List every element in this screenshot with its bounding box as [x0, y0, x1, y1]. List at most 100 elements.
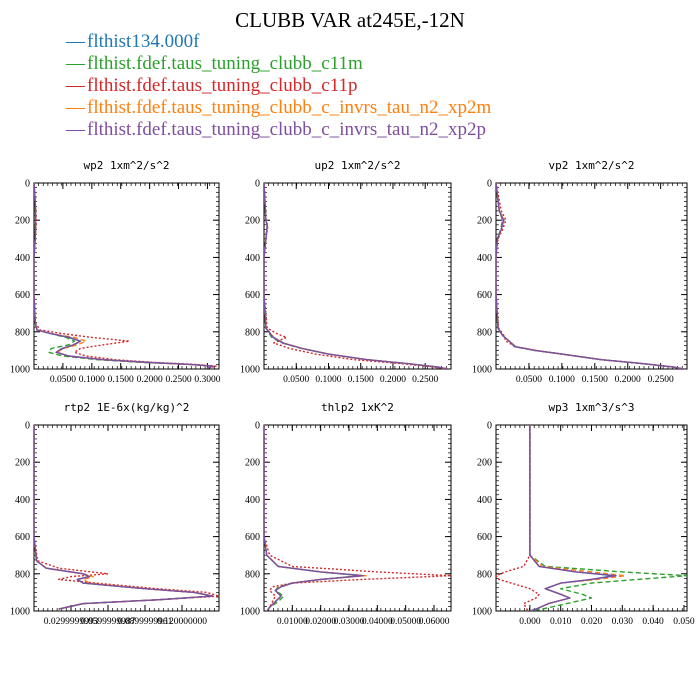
series-line [496, 425, 540, 611]
x-tick-label: 0.120000000 [157, 617, 207, 627]
series-line [529, 425, 627, 611]
series-line [264, 425, 451, 611]
y-tick-label: 600 [245, 290, 260, 301]
chart-panel: up2 1xm^2/s^2 0 200 400 600 800 1000 0.0500 0.10… [240, 159, 452, 385]
y-tick-label: 400 [245, 253, 260, 264]
series-line [496, 183, 684, 369]
y-tick-label: 200 [477, 458, 492, 469]
y-tick-label: 400 [245, 495, 260, 506]
series-line [264, 183, 448, 369]
y-tick-label: 200 [245, 216, 260, 227]
x-tick-label: 0.1000 [79, 375, 105, 385]
y-tick-label: 0 [487, 179, 492, 190]
legend-label: flthist.fdef.taus_tuning_clubb_c11m [87, 53, 363, 74]
y-tick-label: 600 [477, 532, 492, 543]
series-line [529, 425, 687, 611]
series-line [529, 425, 617, 611]
panel-title: wp2 1xm^2/s^2 [83, 159, 169, 172]
x-tick-label: 0.000 [519, 617, 541, 627]
y-tick-label: 0 [255, 421, 260, 432]
y-tick-label: 0 [487, 421, 492, 432]
series-line [264, 425, 364, 611]
y-tick-label: 1000 [10, 607, 30, 618]
series-line [264, 425, 364, 611]
x-tick-label: 0.2000 [137, 375, 163, 385]
panel-title: vp2 1xm^2/s^2 [548, 159, 634, 172]
x-tick-label: 0.02000 [305, 617, 336, 627]
x-tick-label: 0.050 [673, 617, 695, 627]
x-tick-label: 0.1000 [549, 375, 575, 385]
legend-label: flthist.fdef.taus_tuning_clubb_c11p [87, 75, 358, 96]
panel-title: thlp2 1xK^2 [321, 401, 394, 414]
legend-item: — flthist.fdef.taus_tuning_clubb_c_invrs_… [66, 119, 491, 141]
panel-title: up2 1xm^2/s^2 [314, 159, 400, 172]
x-tick-label: 0.2500 [412, 375, 438, 385]
legend-label: flthist.fdef.taus_tuning_clubb_c_invrs_t… [87, 119, 486, 140]
y-tick-label: 400 [477, 495, 492, 506]
figure-title: CLUBB VAR at245E,-12N [235, 8, 465, 32]
x-tick-label: 0.1000 [315, 375, 341, 385]
series-line [264, 425, 367, 611]
x-tick-label: 0.2500 [165, 375, 191, 385]
y-tick-label: 0 [25, 179, 30, 190]
y-tick-label: 200 [477, 216, 492, 227]
x-tick-label: 0.040 [642, 617, 664, 627]
x-tick-label: 0.030 [612, 617, 634, 627]
chart-panel: wp2 1xm^2/s^2 0 200 400 600 800 1000 0.0500 0.10… [10, 159, 221, 385]
series-line [496, 183, 684, 369]
legend-item: — flthist.fdef.taus_tuning_clubb_c_invrs_… [66, 97, 491, 119]
legend-item: — flthist.fdef.taus_tuning_clubb_c11p [66, 75, 491, 97]
y-tick-label: 800 [477, 569, 492, 580]
chart-panel: wp3 1xm^3/s^3 0 200 400 600 800 1000 0.000 0.010… [472, 401, 695, 627]
series-line [34, 425, 214, 610]
y-tick-label: 600 [477, 290, 492, 301]
x-tick-label: 0.04000 [362, 617, 393, 627]
y-tick-label: 800 [15, 327, 30, 338]
y-tick-label: 800 [245, 327, 260, 338]
x-tick-label: 0.2000 [380, 375, 406, 385]
x-tick-label: 0.0299999993 [44, 617, 99, 627]
x-tick-label: 0.1500 [348, 375, 374, 385]
series-line [264, 183, 448, 369]
x-tick-label: 0.2500 [648, 375, 674, 385]
y-tick-label: 800 [15, 569, 30, 580]
x-tick-label: 0.06000 [419, 617, 450, 627]
plot-frame [495, 182, 688, 370]
x-tick-label: 0.010 [550, 617, 572, 627]
y-tick-label: 1000 [10, 365, 30, 376]
x-tick-label: 0.0500 [516, 375, 542, 385]
y-tick-label: 600 [245, 532, 260, 543]
y-tick-label: 1000 [472, 365, 492, 376]
plot-frame [33, 424, 220, 612]
y-tick-label: 800 [245, 569, 260, 580]
series-line [264, 183, 448, 369]
x-tick-label: 0.020 [581, 617, 603, 627]
x-tick-label: 0.03000 [334, 617, 365, 627]
series-line [34, 425, 214, 610]
x-tick-label: 0.05000 [390, 617, 421, 627]
y-tick-label: 1000 [472, 607, 492, 618]
x-tick-label: 0.1500 [108, 375, 134, 385]
y-tick-label: 0 [25, 421, 30, 432]
panel-title: rtp2 1E-6x(kg/kg)^2 [64, 401, 190, 414]
y-tick-label: 200 [15, 216, 30, 227]
series-line [496, 183, 684, 369]
chart-panel: thlp2 1xK^2 0 200 400 600 800 1000 0.010000.020… [240, 401, 452, 627]
x-tick-label: 0.0599999987 [81, 617, 136, 627]
x-tick-label: 0.01000 [277, 617, 308, 627]
y-tick-label: 600 [15, 532, 30, 543]
y-tick-label: 400 [15, 253, 30, 264]
legend-item: — flthist134.000f [66, 31, 491, 53]
series-line [34, 425, 214, 610]
y-tick-label: 200 [245, 458, 260, 469]
y-tick-label: 400 [15, 495, 30, 506]
chart-panel: rtp2 1E-6x(kg/kg)^2 0 200 400 600 800 1000 0.02… [10, 401, 220, 627]
y-tick-label: 600 [15, 290, 30, 301]
chart-panel: vp2 1xm^2/s^2 0 200 400 600 800 1000 0.0500 0.10… [472, 159, 688, 385]
series-line [34, 425, 219, 610]
y-tick-label: 0 [255, 179, 260, 190]
y-tick-label: 400 [477, 253, 492, 264]
legend-label: flthist.fdef.taus_tuning_clubb_c_invrs_t… [87, 97, 492, 118]
legend-label: flthist134.000f [87, 31, 200, 52]
